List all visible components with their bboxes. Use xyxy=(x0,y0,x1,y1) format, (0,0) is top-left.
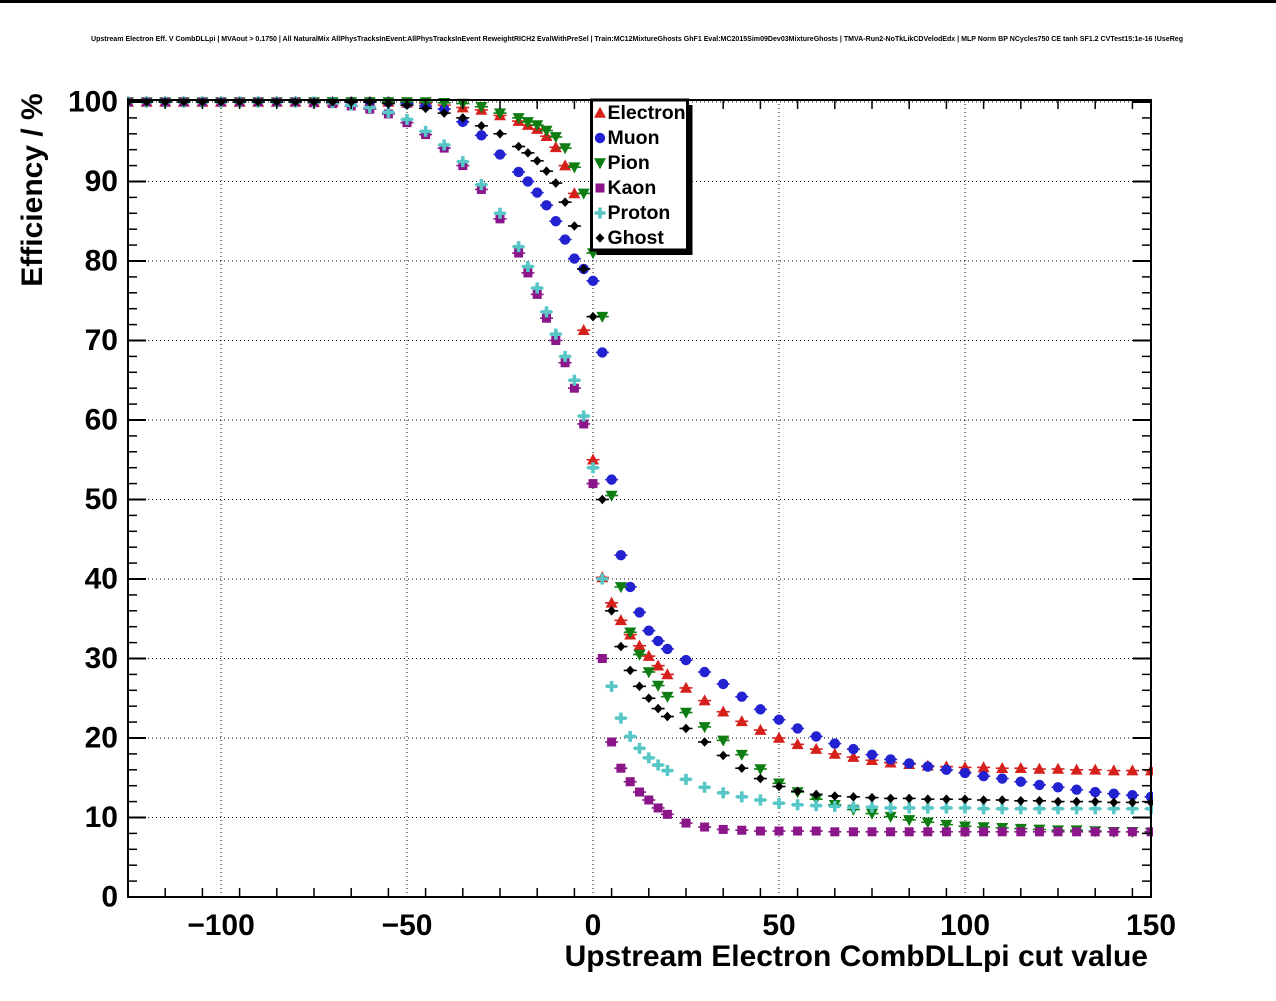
y-tick-label: 10 xyxy=(85,801,118,834)
y-tick-label: 20 xyxy=(85,721,118,754)
x-tick-label: 150 xyxy=(1126,909,1176,942)
legend: Electron Muon Pion Kaon Proton Ghost xyxy=(590,98,693,255)
y-tick-label: 60 xyxy=(85,403,118,436)
plot-title: Upstream Electron Eff. V CombDLLpi | MVA… xyxy=(91,34,1183,43)
legend-item-kaon: Kaon xyxy=(595,177,657,199)
legend-label: Muon xyxy=(608,127,660,149)
y-axis-title: Efficiency / % xyxy=(16,93,49,286)
x-tick-label: 50 xyxy=(762,909,795,942)
y-tick-label: 70 xyxy=(85,324,118,357)
legend-item-proton: Proton xyxy=(594,202,671,224)
x-tick-label: −50 xyxy=(382,909,433,942)
legend-label: Pion xyxy=(608,152,650,174)
x-tick-label: 100 xyxy=(940,909,990,942)
y-tick-label: 80 xyxy=(85,244,118,277)
legend-item-electron: Electron xyxy=(594,102,686,124)
x-axis-title: Upstream Electron CombDLLpi cut value xyxy=(565,940,1148,973)
legend-label: Proton xyxy=(608,202,671,224)
y-tick-label: 50 xyxy=(85,483,118,516)
legend-label: Electron xyxy=(608,102,686,124)
x-tick-label: −100 xyxy=(187,909,255,942)
legend-item-muon: Muon xyxy=(594,127,660,149)
gridlines xyxy=(128,100,1151,897)
canvas-top-border xyxy=(0,0,1276,3)
y-tick-label: 90 xyxy=(85,165,118,198)
legend-item-ghost: Ghost xyxy=(595,227,665,249)
x-tick-label: 0 xyxy=(585,909,602,942)
y-tick-label: 0 xyxy=(101,881,118,914)
y-tick-label: 40 xyxy=(85,562,118,595)
legend-item-pion: Pion xyxy=(594,152,650,174)
legend-label: Ghost xyxy=(608,227,665,249)
legend-label: Kaon xyxy=(608,177,657,199)
y-tick-label: 100 xyxy=(68,85,118,118)
y-tick-label: 30 xyxy=(85,642,118,675)
